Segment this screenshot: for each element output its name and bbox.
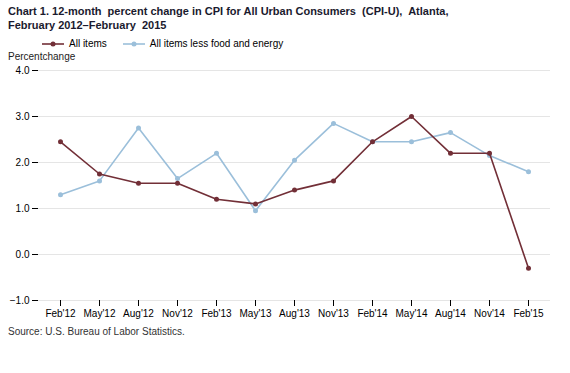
- svg-text:3.0: 3.0: [16, 111, 30, 122]
- svg-text:May'12: May'12: [84, 308, 116, 319]
- svg-text:Nov'12: Nov'12: [162, 308, 193, 319]
- svg-text:1.0: 1.0: [16, 203, 30, 214]
- svg-text:Nov'14: Nov'14: [474, 308, 505, 319]
- html-text:Source: U.S. Bureau of Labor S: Source: U.S. Bureau of Labor Statistics.: [8, 326, 185, 337]
- svg-text:4.0: 4.0: [16, 65, 30, 76]
- svg-text:−1.0: −1.0: [10, 295, 30, 306]
- html-text:Percentchange: Percentchange: [8, 51, 76, 62]
- svg-text:Feb'15: Feb'15: [513, 308, 544, 319]
- svg-text:0.0: 0.0: [16, 249, 30, 260]
- svg-text:Feb'13: Feb'13: [201, 308, 232, 319]
- svg-text:2.0: 2.0: [16, 157, 30, 168]
- html-text:February 2012–February 2015: February 2012–February 2015: [8, 19, 167, 31]
- svg-text:Aug'14: Aug'14: [435, 308, 466, 319]
- svg-text:Feb'14: Feb'14: [357, 308, 388, 319]
- html-text:All items: All items: [69, 38, 107, 49]
- svg-text:Aug'13: Aug'13: [279, 308, 310, 319]
- html-text:All items less food and energy: All items less food and energy: [149, 38, 284, 49]
- html-text:Chart 1. 12-month percent chan: Chart 1. 12-month percent change in CPI …: [8, 5, 449, 17]
- svg-text:May'13: May'13: [240, 308, 272, 319]
- svg-text:Nov'13: Nov'13: [318, 308, 349, 319]
- svg-text:Feb'12: Feb'12: [45, 308, 76, 319]
- svg-text:May'14: May'14: [396, 308, 428, 319]
- svg-text:Aug'12: Aug'12: [123, 308, 154, 319]
